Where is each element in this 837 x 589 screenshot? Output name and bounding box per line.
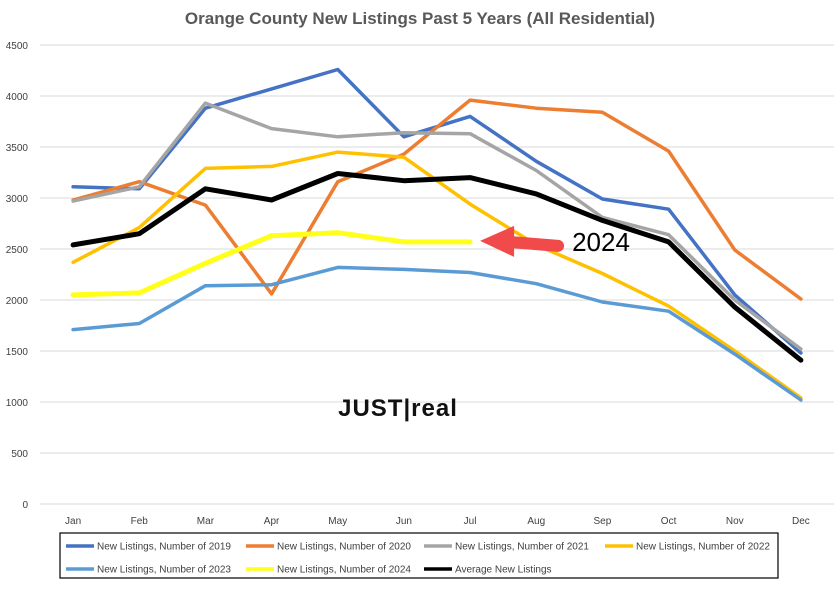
legend: New Listings, Number of 2019 New Listings…	[59, 532, 779, 579]
annotation-arrow-shaft	[502, 235, 565, 252]
brand-watermark: JUST|real	[338, 395, 458, 422]
legend-box	[59, 532, 779, 579]
y-tick-label: 3000	[6, 194, 29, 205]
series-line-2	[71, 101, 803, 351]
legend-label-6: Average New Listings	[455, 565, 552, 576]
series-line-6	[70, 171, 804, 363]
x-tick-label: Apr	[264, 516, 280, 527]
legend-label-2: New Listings, Number of 2021	[455, 542, 589, 553]
x-tick-label: May	[328, 516, 347, 527]
x-tick-label: Oct	[661, 516, 677, 527]
x-tick-label: Jan	[65, 516, 81, 527]
legend-label-0: New Listings, Number of 2019	[97, 542, 231, 553]
series-line-0	[71, 67, 803, 355]
x-tick-label: Jul	[464, 516, 477, 527]
y-tick-label: 1000	[6, 398, 29, 409]
x-tick-label: Aug	[527, 516, 545, 527]
annotation-arrow-head	[480, 225, 515, 257]
series-lines	[70, 67, 804, 402]
series-line-1	[71, 98, 803, 301]
brand-logo: JUST|real	[338, 395, 458, 422]
x-tick-label: Dec	[792, 516, 810, 527]
legend-label-1: New Listings, Number of 2020	[277, 542, 411, 553]
legend-label-3: New Listings, Number of 2022	[636, 542, 770, 553]
y-tick-label: 0	[22, 500, 28, 511]
y-tick-label: 3500	[6, 143, 29, 154]
legend-label-4: New Listings, Number of 2023	[97, 565, 231, 576]
x-tick-label: Sep	[594, 516, 612, 527]
series-line-5	[70, 230, 473, 298]
x-tick-label: Jun	[396, 516, 412, 527]
y-axis-ticks: 0 500 1000 1500 2000 2500 3000 3500 4000 4500	[6, 41, 29, 511]
annotation-label: 2024	[572, 227, 630, 257]
y-tick-label: 4000	[6, 92, 29, 103]
x-axis-ticks: Jan Feb Mar Apr May Jun Jul Aug Sep Oct Nov Dec	[65, 516, 810, 527]
annotation: 2024	[480, 225, 630, 257]
y-tick-label: 500	[11, 449, 28, 460]
chart-title: Orange County New Listings Past 5 Years …	[185, 9, 655, 28]
y-tick-label: 1500	[6, 347, 29, 358]
x-tick-label: Feb	[131, 516, 149, 527]
series-line-4	[71, 265, 803, 402]
legend-label-5: New Listings, Number of 2024	[277, 565, 411, 576]
y-tick-label: 2000	[6, 296, 29, 307]
x-tick-label: Mar	[197, 516, 215, 527]
y-tick-label: 4500	[6, 41, 29, 52]
gridlines	[40, 44, 834, 505]
x-tick-label: Nov	[726, 516, 744, 527]
y-tick-label: 2500	[6, 245, 29, 256]
